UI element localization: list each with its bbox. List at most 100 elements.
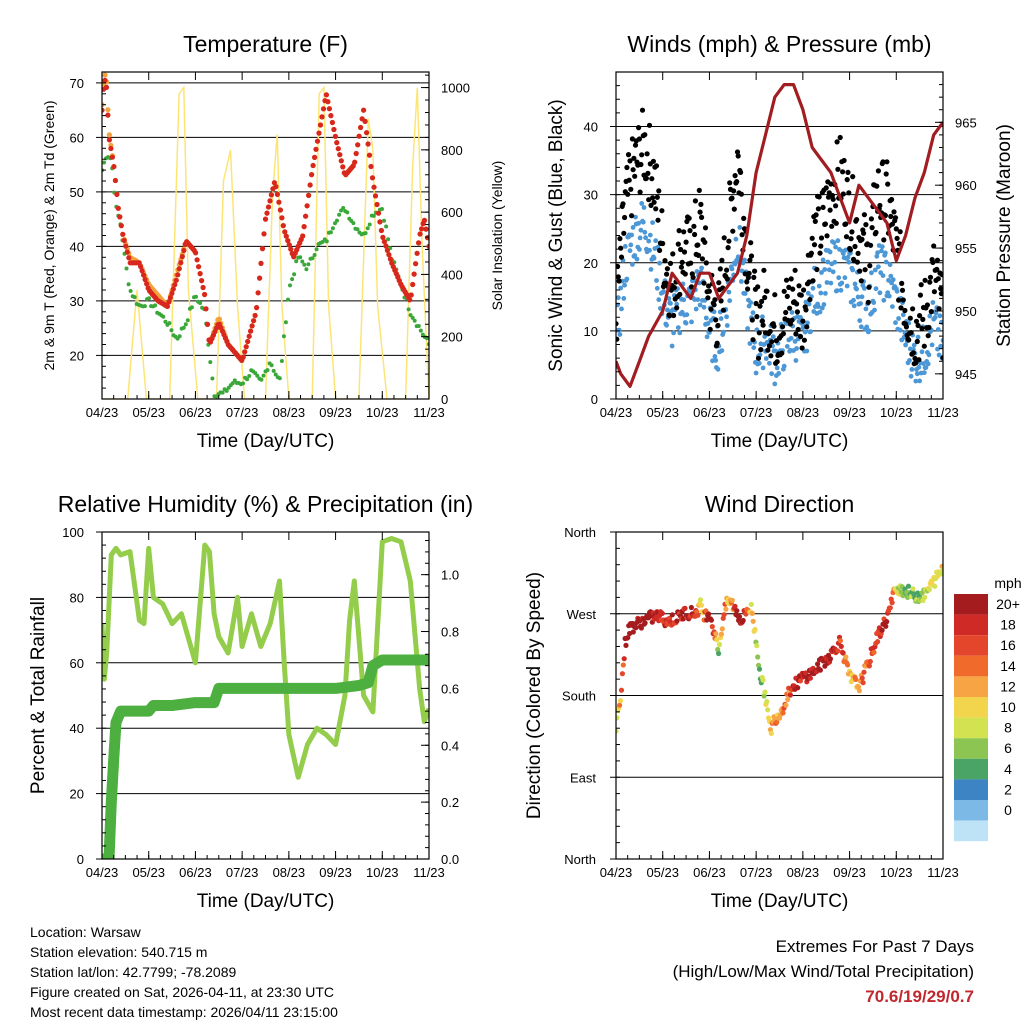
- data-point: [721, 235, 727, 241]
- data-point: [698, 602, 705, 608]
- data-point: [740, 617, 746, 624]
- data-point: [913, 378, 919, 384]
- data-point: [873, 229, 879, 236]
- data-point: [868, 216, 875, 222]
- data-point: [830, 269, 836, 275]
- data-point: [894, 288, 900, 294]
- data-point: [194, 257, 200, 263]
- y2-tick-label: 0.0: [441, 852, 459, 867]
- data-point: [919, 325, 925, 332]
- data-point: [622, 282, 627, 288]
- data-point: [382, 218, 386, 223]
- data-point: [840, 169, 846, 175]
- data-point: [820, 204, 826, 210]
- data-point: [889, 196, 895, 203]
- data-point: [824, 233, 830, 239]
- data-point: [383, 243, 389, 249]
- data-point: [920, 316, 926, 322]
- legend-label: 14: [1000, 658, 1016, 674]
- data-point: [815, 206, 822, 212]
- data-point: [106, 137, 112, 143]
- data-point: [921, 370, 927, 376]
- data-point: [144, 281, 150, 287]
- data-point: [412, 318, 417, 323]
- data-point: [770, 334, 776, 340]
- data-point: [335, 146, 341, 152]
- data-point: [283, 320, 288, 325]
- data-point: [172, 282, 178, 288]
- y2-tick-label: 400: [441, 267, 463, 282]
- data-point: [926, 352, 932, 358]
- data-point: [931, 243, 937, 249]
- data-point: [679, 259, 685, 265]
- data-point: [922, 277, 928, 283]
- x-tick-label: 10/23: [880, 865, 913, 880]
- data-point: [695, 612, 701, 618]
- data-point: [938, 343, 943, 349]
- data-point: [682, 271, 688, 277]
- legend-swatch: [954, 779, 988, 800]
- data-point: [843, 654, 849, 660]
- data-point: [713, 317, 719, 323]
- data-point: [719, 257, 725, 263]
- data-point: [372, 193, 379, 199]
- data-point: [846, 259, 852, 265]
- x-tick-label: 06/23: [693, 865, 726, 880]
- data-point: [617, 698, 624, 704]
- data-point: [825, 194, 832, 200]
- data-point: [824, 280, 830, 285]
- data-point: [913, 318, 920, 324]
- data-point: [328, 113, 334, 119]
- data-point: [630, 167, 636, 173]
- data-point: [111, 164, 117, 170]
- data-point: [838, 287, 844, 293]
- data-point: [684, 312, 690, 318]
- data-point: [271, 368, 276, 373]
- data-point: [918, 282, 924, 288]
- data-point: [242, 349, 248, 355]
- legend-title: mph: [994, 575, 1021, 591]
- legend-swatch: [954, 676, 988, 697]
- data-point: [816, 283, 822, 289]
- data-point: [756, 360, 762, 366]
- data-point: [664, 271, 670, 277]
- data-point: [202, 291, 208, 298]
- data-point: [910, 306, 916, 312]
- data-point: [759, 318, 766, 324]
- data-point: [839, 280, 845, 286]
- data-point: [642, 620, 648, 626]
- data-point: [744, 279, 750, 285]
- data-point: [884, 619, 890, 625]
- data-point: [815, 661, 821, 667]
- data-point: [633, 214, 638, 220]
- data-point: [616, 295, 621, 301]
- data-point: [828, 280, 834, 286]
- data-point: [897, 229, 903, 235]
- series-station-pressure: [616, 83, 943, 388]
- data-point: [646, 238, 652, 244]
- x-tick-label: 09/23: [833, 865, 866, 880]
- data-point: [695, 297, 701, 302]
- data-point: [216, 316, 222, 322]
- data-point: [654, 278, 659, 283]
- data-point: [625, 152, 632, 158]
- data-point: [869, 225, 875, 231]
- data-point: [854, 286, 859, 292]
- data-layer: [102, 72, 429, 399]
- data-point: [264, 210, 270, 216]
- x-tick-label: 06/23: [179, 865, 212, 880]
- data-point: [813, 212, 819, 218]
- x-tick-label: 04/23: [600, 405, 633, 420]
- data-point: [851, 297, 856, 303]
- y-tick-label: 40: [70, 239, 84, 254]
- data-point: [647, 247, 652, 253]
- data-point: [926, 586, 933, 593]
- data-point: [616, 321, 619, 327]
- data-point: [721, 612, 727, 618]
- data-point: [307, 182, 313, 188]
- data-point: [303, 213, 309, 219]
- data-point: [734, 608, 740, 614]
- data-point: [885, 181, 891, 187]
- data-point: [671, 312, 677, 319]
- data-point: [340, 164, 346, 170]
